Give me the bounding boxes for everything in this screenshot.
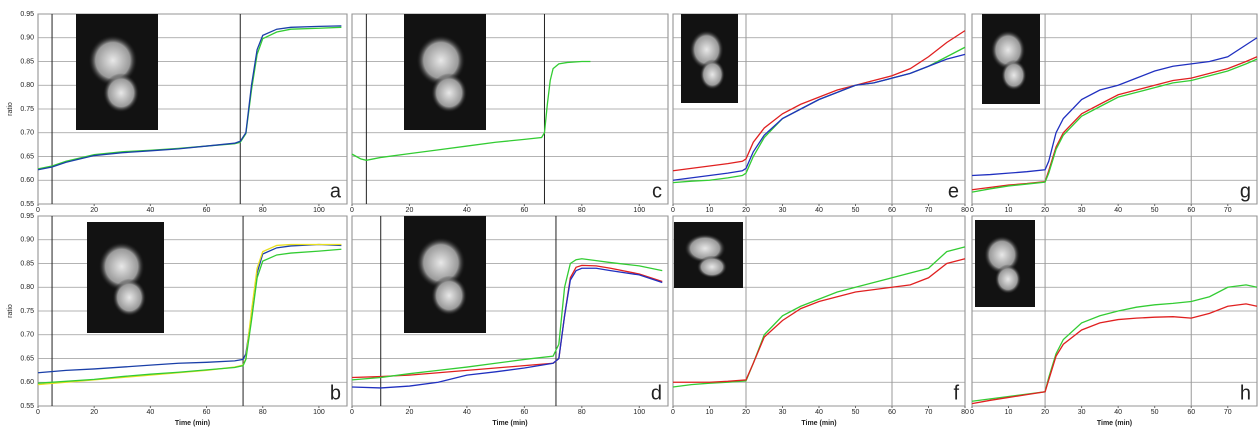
x-tick-label: 50 [852,409,860,416]
x-tick-label: 80 [961,409,969,416]
x-tick-label: 20 [1041,207,1049,214]
x-tick-label: 50 [1151,409,1159,416]
x-tick-label: 10 [1005,207,1013,214]
x-tick-label: 0 [36,409,40,416]
x-tick-label: 80 [961,207,969,214]
cell-image [1001,60,1027,91]
x-tick-label: 0 [970,207,974,214]
x-tick-label: 0 [671,207,675,214]
x-tick-label: 80 [259,409,267,416]
y-tick-label: 0.85 [20,58,34,65]
x-tick-label: 40 [1114,207,1122,214]
y-tick-label: 0.95 [20,11,34,18]
x-tick-label: 40 [815,409,823,416]
x-tick-label: 60 [1187,207,1195,214]
panel-letter: g [1240,180,1251,202]
y-tick-label: 0.65 [20,153,34,160]
x-tick-label: 30 [779,409,787,416]
cell-image [431,276,467,316]
panel-letter: d [651,382,662,404]
x-tick-label: 70 [1224,207,1232,214]
x-tick-label: 40 [1114,409,1122,416]
panel-letter: c [652,180,662,202]
x-tick-label: 20 [406,409,414,416]
cell-image [995,264,1021,294]
y-tick-label: 0.85 [20,260,34,267]
panel-letter: e [948,180,959,202]
x-tick-label: 20 [1041,409,1049,416]
x-tick-label: 80 [259,207,267,214]
y-tick-label: 0.55 [20,201,34,208]
x-tick-label: 20 [90,409,98,416]
panel-letter: f [953,382,959,404]
panel-letter: a [330,180,342,202]
y-tick-label: 0.55 [20,403,34,410]
x-tick-label: 60 [888,409,896,416]
cell-image [697,256,727,278]
x-tick-label: 40 [146,207,154,214]
x-tick-label: 40 [463,409,471,416]
x-tick-label: 0 [671,409,675,416]
y-tick-label: 0.60 [20,379,34,386]
y-tick-label: 0.95 [20,213,34,220]
x-tick-label: 0 [350,409,354,416]
x-tick-label: 20 [90,207,98,214]
x-tick-label: 50 [1151,207,1159,214]
x-tick-label: 40 [463,207,471,214]
x-tick-label: 0 [350,207,354,214]
x-tick-label: 40 [146,409,154,416]
x-axis-label: Time (min) [1097,420,1132,427]
x-tick-label: 40 [815,207,823,214]
cell-image [112,279,146,317]
y-tick-label: 0.80 [20,284,34,291]
x-tick-label: 50 [852,207,860,214]
y-tick-label: 0.70 [20,130,34,137]
x-tick-label: 70 [925,409,933,416]
y-tick-label: 0.75 [20,308,34,315]
y-axis-label: ratio [7,102,14,116]
y-tick-label: 0.80 [20,82,34,89]
x-tick-label: 80 [578,207,586,214]
x-tick-label: 70 [925,207,933,214]
cell-image [700,59,725,89]
x-tick-label: 60 [203,409,211,416]
panel-letter: b [330,382,341,404]
y-tick-label: 0.90 [20,35,34,42]
x-tick-label: 100 [313,207,325,214]
y-tick-label: 0.75 [20,106,34,113]
x-tick-label: 30 [1078,207,1086,214]
cell-image [431,73,467,112]
x-tick-label: 80 [578,409,586,416]
x-tick-label: 60 [520,409,528,416]
x-tick-label: 30 [1078,409,1086,416]
y-tick-label: 0.90 [20,237,34,244]
x-tick-label: 100 [633,409,645,416]
x-axis-label: Time (min) [801,420,836,427]
y-axis-label: ratio [7,304,14,318]
x-tick-label: 60 [1187,409,1195,416]
x-tick-label: 60 [203,207,211,214]
x-axis-label: Time (min) [492,420,527,427]
y-tick-label: 0.60 [20,177,34,184]
x-tick-label: 20 [742,207,750,214]
x-tick-label: 20 [742,409,750,416]
x-tick-label: 0 [970,409,974,416]
x-tick-label: 20 [406,207,414,214]
x-tick-label: 10 [706,409,714,416]
y-tick-label: 0.70 [20,332,34,339]
cell-image [103,73,139,112]
figure: 0.550.600.650.700.750.800.850.900.950204… [0,0,1259,429]
x-tick-label: 100 [313,409,325,416]
x-tick-label: 30 [779,207,787,214]
panel-letter: h [1240,382,1251,404]
x-tick-label: 10 [1005,409,1013,416]
x-axis-label: Time (min) [175,420,210,427]
x-tick-label: 10 [706,207,714,214]
x-tick-label: 100 [633,207,645,214]
y-tick-label: 0.65 [20,355,34,362]
x-tick-label: 0 [36,207,40,214]
x-tick-label: 60 [520,207,528,214]
x-tick-label: 70 [1224,409,1232,416]
x-tick-label: 60 [888,207,896,214]
